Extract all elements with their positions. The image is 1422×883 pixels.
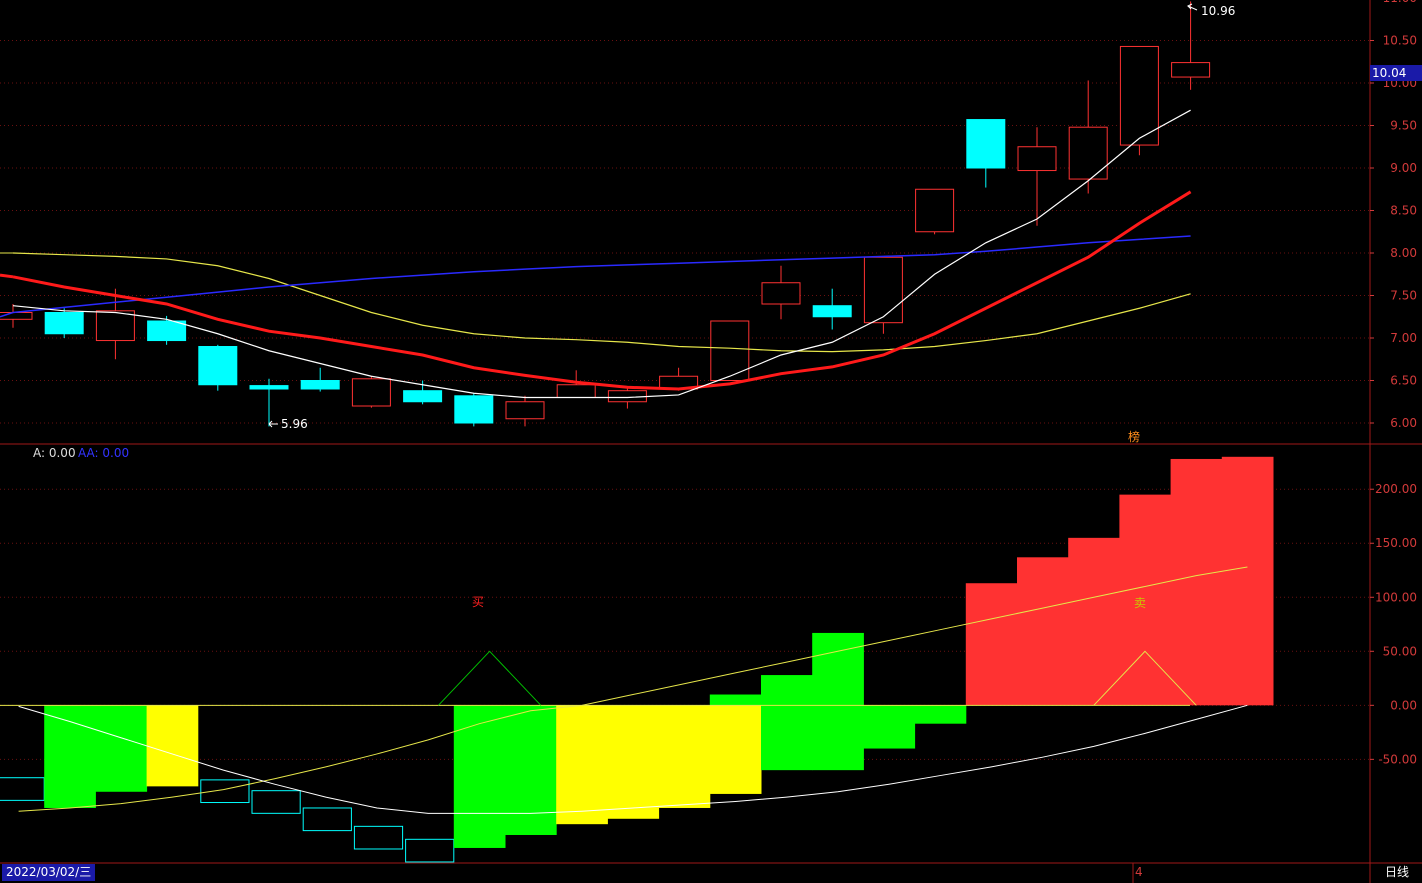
indicator-box	[251, 790, 301, 814]
indicator-bar	[1017, 557, 1069, 706]
candle	[44, 312, 84, 335]
candle	[966, 119, 1006, 169]
price-tick-label: 6.00	[1390, 416, 1417, 430]
indicator-bar	[453, 705, 506, 848]
candle	[812, 305, 852, 318]
candle	[710, 320, 750, 381]
candle	[1017, 146, 1057, 172]
indicator-bar	[44, 705, 96, 808]
candle	[95, 310, 135, 342]
last-price-tag: 10.04	[1370, 65, 1422, 81]
indicator-box	[302, 807, 352, 832]
indicator-bar	[761, 675, 813, 706]
indicator-bar	[812, 705, 864, 771]
buy-signal-triangle	[438, 650, 542, 706]
indicator-bar	[607, 705, 660, 819]
indicator-bar	[863, 705, 916, 749]
cursor-date: 2022/03/02/三	[2, 864, 96, 881]
price-tick-label: 9.00	[1390, 161, 1417, 175]
candle	[607, 390, 647, 403]
indicator-bar	[658, 705, 711, 808]
candle	[915, 188, 955, 233]
indicator-tick-label: 50.00	[1383, 644, 1417, 658]
high-arrow-icon	[1186, 3, 1198, 11]
ma-red-line	[12, 190, 1192, 391]
indicator-box	[405, 838, 455, 863]
high-price-label: 10.96	[1201, 4, 1235, 18]
indicator-bar	[1170, 458, 1223, 706]
candle	[198, 346, 238, 386]
candle	[403, 390, 443, 403]
indicator-white-line	[18, 704, 1248, 814]
price-tick-label: 7.00	[1390, 331, 1417, 345]
price-tick-label: 6.50	[1390, 374, 1417, 388]
indicator-box	[0, 777, 45, 801]
indicator-bar	[761, 705, 813, 771]
indicator-tick-label: 0.00	[1390, 698, 1417, 712]
candle	[454, 395, 494, 424]
price-tick-label: 7.50	[1390, 289, 1417, 303]
legend-a: A: 0.00	[33, 446, 76, 460]
price-tick-label: 10.50	[1383, 34, 1417, 48]
candle	[147, 320, 187, 342]
indicator-bar	[709, 694, 762, 706]
indicator-yellow-line	[18, 566, 1248, 812]
indicator-bar	[709, 705, 762, 794]
indicator-bar	[1221, 456, 1274, 706]
ma-blue-line	[12, 235, 1191, 314]
low-arrow-icon	[268, 420, 278, 428]
indicator-box	[353, 825, 404, 850]
ma-red-line	[0, 273, 14, 279]
sell-signal-triangle	[1093, 650, 1197, 706]
candle	[1068, 126, 1108, 180]
marker-label: 榜	[1128, 429, 1140, 444]
indicator-tick-label: -50.00	[1378, 752, 1417, 766]
price-tick-label: 8.00	[1390, 246, 1417, 260]
ma-blue-line	[0, 311, 14, 318]
candle	[351, 378, 391, 407]
indicator-bar	[95, 705, 148, 792]
indicator-bar	[812, 632, 864, 706]
price-tick-label: 11.00	[1383, 0, 1417, 5]
candle	[556, 384, 596, 398]
candle	[1171, 62, 1211, 78]
ma-yellow-line	[12, 252, 1191, 353]
indicator-bar	[505, 705, 557, 835]
candle	[300, 380, 340, 390]
price-tick-label: 8.50	[1390, 204, 1417, 218]
indicator-box	[200, 779, 250, 804]
period-label[interactable]: 日线	[1384, 865, 1409, 879]
indicator-bar	[965, 583, 1018, 706]
indicator-tick-label: 150.00	[1375, 536, 1417, 550]
ma-white-line	[12, 109, 1191, 399]
candle	[249, 385, 289, 390]
indicator-bar	[146, 705, 199, 787]
indicator-bar	[1068, 537, 1120, 706]
indicator-bar	[914, 705, 967, 724]
indicator-tick-label: 100.00	[1375, 590, 1417, 604]
indicator-bar	[556, 705, 608, 825]
price-tick-label: 9.50	[1390, 119, 1417, 133]
indicator-tick-label: 200.00	[1375, 482, 1417, 496]
bottom-counter: 4	[1135, 865, 1143, 879]
legend-aa: AA: 0.00	[78, 446, 129, 460]
low-price-label: 5.96	[281, 417, 308, 431]
sell-signal-label: 卖	[1134, 596, 1146, 610]
candle	[761, 282, 801, 305]
candle	[863, 256, 903, 324]
buy-signal-label: 买	[472, 595, 484, 609]
candle	[1119, 45, 1159, 146]
candle	[505, 401, 545, 420]
